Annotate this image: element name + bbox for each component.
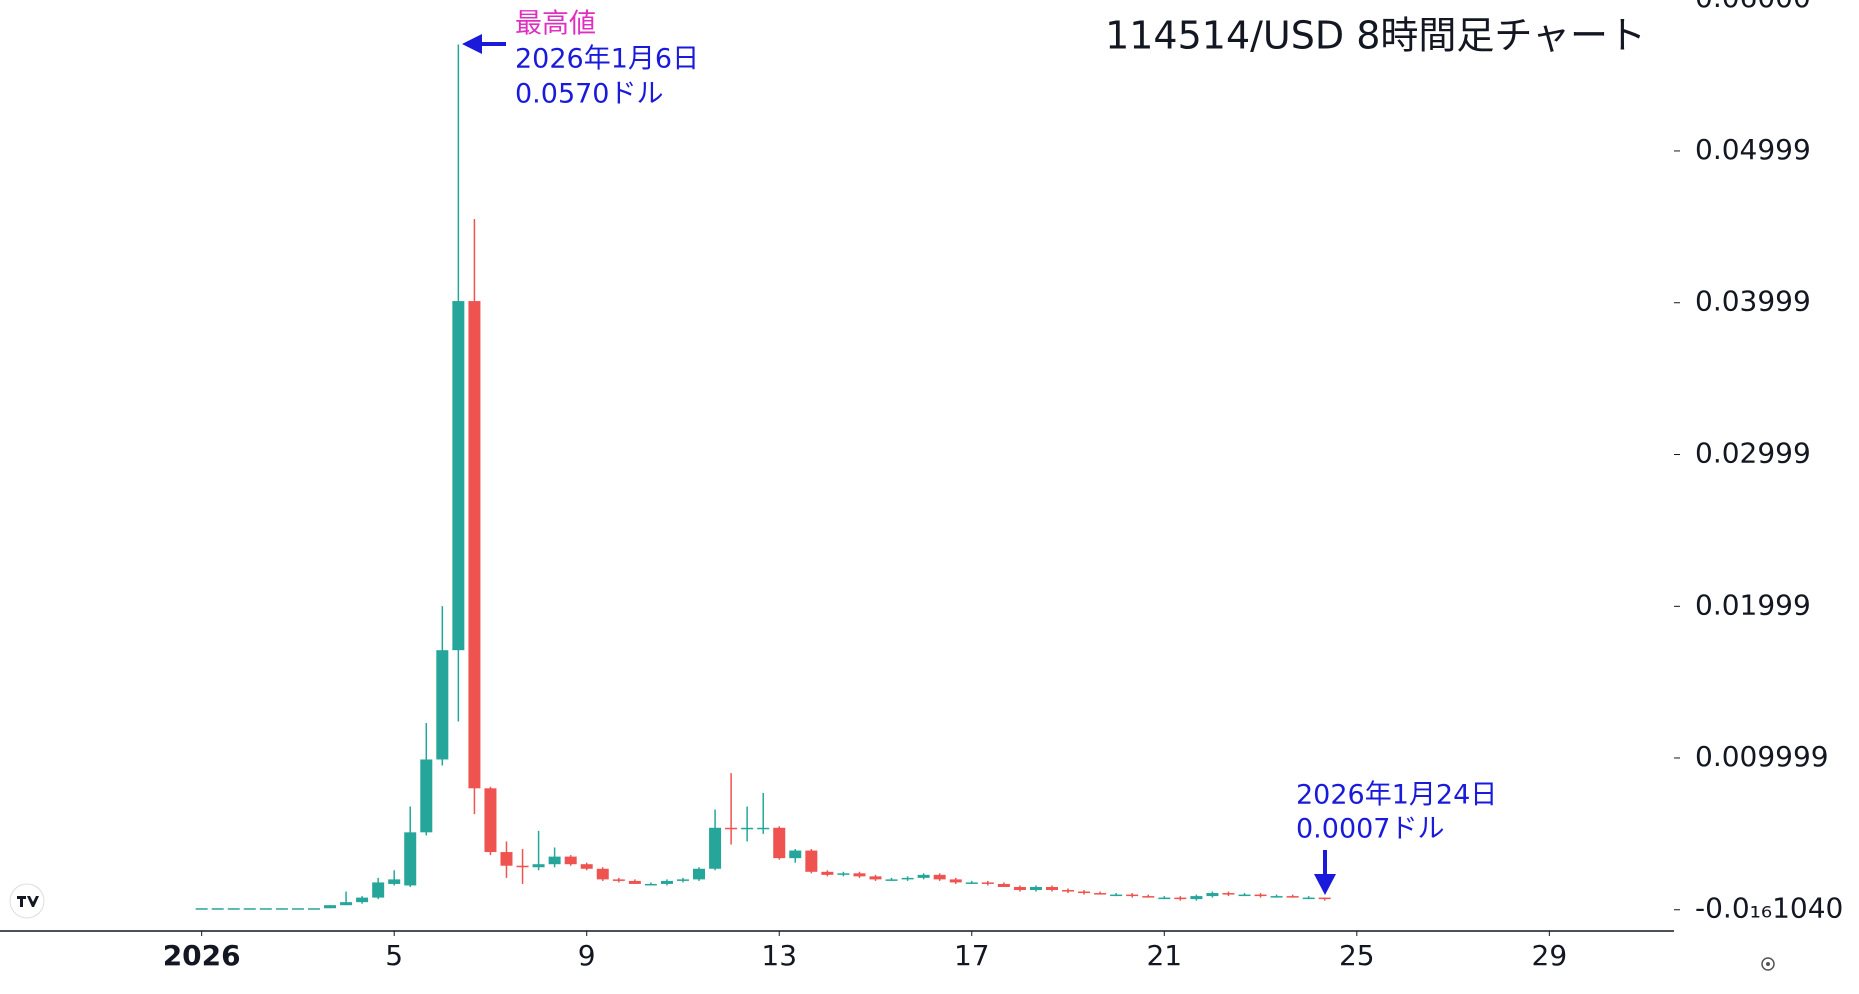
candle-body [1110,894,1123,897]
y-tick-label: 0.01999 [1695,588,1811,621]
peak-arrow-head [462,34,482,54]
candle-body [997,883,1010,887]
y-tick-label: 0.02999 [1695,437,1811,470]
candle-body [805,850,818,872]
candle-body [1013,886,1026,891]
candle-body [211,908,224,910]
y-tick-label: 0.04999 [1695,133,1811,166]
annotation: 2026年1月24日 [1296,780,1497,811]
annotation: 0.0007ドル [1296,814,1444,845]
candle-body [564,856,577,865]
settings-icon[interactable] [1761,957,1775,971]
candle-body [372,882,385,898]
candle-body [821,871,834,875]
candle-body [580,864,593,869]
candle-body [1302,897,1315,900]
candle-body [628,880,641,884]
x-tick-label: 25 [1339,939,1375,972]
candle-body [500,852,513,866]
x-tick-label: 2026 [163,939,241,972]
candle-body [676,879,689,881]
candle-body [725,827,738,830]
candle-body [1029,886,1042,891]
candle-body [1286,896,1299,898]
candle-body [885,879,898,881]
candle-body [1318,897,1331,900]
candle-body [388,879,401,884]
last-arrow-head [1314,874,1336,895]
candle-body [1078,891,1091,894]
candle-body [243,908,256,910]
candle-body [789,850,802,859]
candle-body [1046,886,1059,891]
x-tick-label: 9 [578,939,596,972]
x-tick-label: 17 [954,939,990,972]
candle-body [660,880,673,884]
candle-body [420,759,433,833]
candle-body [484,788,497,853]
chart-title: 114514/USD 8時間足チャート [1105,14,1646,58]
candle-body [644,883,657,886]
candle-body [1206,893,1219,897]
candle-body [1270,896,1283,898]
y-tick-label: -0.0₁₆1040 [1695,892,1843,925]
candle-body [307,908,320,910]
candle-body [532,864,545,868]
candle-body [1174,897,1187,900]
candle-body [275,908,288,910]
candle-body [596,868,609,880]
candle-body [757,827,770,830]
candle-body [1222,893,1235,895]
candle-body [981,882,994,884]
candle-body [227,908,240,910]
candle-body [773,827,786,859]
candle-body [1142,896,1155,898]
candle-body [933,874,946,880]
candle-body [693,868,706,880]
candle-body [901,877,914,880]
candle-body [1254,894,1267,897]
candle-body [548,856,561,865]
candle-body [468,301,481,789]
candle-body [949,879,962,883]
candle-body [291,908,304,910]
x-tick-label: 13 [761,939,797,972]
candle-body [516,865,529,868]
candle-body [259,908,272,910]
candle-body [965,882,978,884]
candle-body [404,832,417,886]
candle-body [869,876,882,880]
candle-body [837,873,850,875]
candle-body [436,650,449,760]
candle-body [1190,896,1203,900]
candle-body [741,827,754,830]
candle-body [356,897,369,903]
y-tick-label: 0.06000 [1695,0,1811,14]
candle-body [452,301,465,651]
y-tick-label: 0.009999 [1695,740,1829,773]
x-tick-label: 29 [1532,939,1568,972]
candle-body [195,908,208,910]
candle-body [1238,894,1251,897]
candle-body [1126,894,1139,897]
candle-body [340,902,353,906]
x-tick-label: 21 [1146,939,1182,972]
x-tick-label: 5 [385,939,403,972]
candle-body [612,879,625,881]
candle-body [1062,890,1075,892]
y-tick-label: 0.03999 [1695,285,1811,318]
annotation: 2026年1月6日 [515,44,699,75]
candle-body [709,827,722,869]
candle-body [853,873,866,877]
candle-body [917,874,930,878]
tv-logo [9,883,45,919]
candle-body [1158,897,1171,900]
candle-body [324,905,337,909]
annotation: 最高値 [515,9,596,40]
candle-body [1094,893,1107,895]
annotation: 0.0570ドル [515,79,663,110]
